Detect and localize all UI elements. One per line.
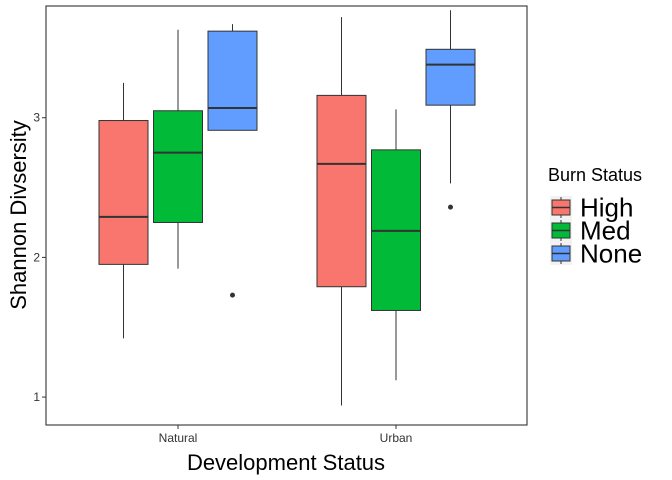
y-tick-label-1: 1 [33,390,40,404]
legend-label-med: Med [580,216,631,246]
legend-item-high: High [550,193,633,223]
box-none-natural [207,24,258,298]
box-high-natural-iqr [98,120,149,265]
legend-item-none: None [550,239,642,269]
y-tick-label-3: 3 [33,111,40,125]
boxes-layer [98,10,476,406]
box-none-urban-iqr [425,48,476,106]
box-high-urban-iqr [316,94,367,288]
legend-item-med: Med [550,216,631,246]
box-med-natural-iqr [153,110,203,223]
box-none-urban [425,10,476,210]
box-high-natural [98,82,149,339]
legend-label-high: High [580,193,633,223]
box-none-natural-outlier-0 [230,292,235,298]
x-axis: Natural Urban [159,425,413,445]
box-none-urban-outlier-0 [448,204,453,210]
box-med-urban [371,109,421,381]
x-tick-label-urban: Urban [380,431,413,445]
y-tick-label-2: 2 [33,250,40,264]
x-axis-title: Development Status [187,450,385,475]
y-axis-title: Shannon Divsersity [6,120,31,310]
legend-title: Burn Status [548,165,642,185]
legend-label-none: None [580,239,642,269]
box-med-natural [153,29,203,269]
box-none-natural-iqr [207,30,258,131]
y-axis: 1 2 3 [33,111,46,404]
box-high-urban [316,17,367,406]
x-tick-label-natural: Natural [159,431,198,445]
